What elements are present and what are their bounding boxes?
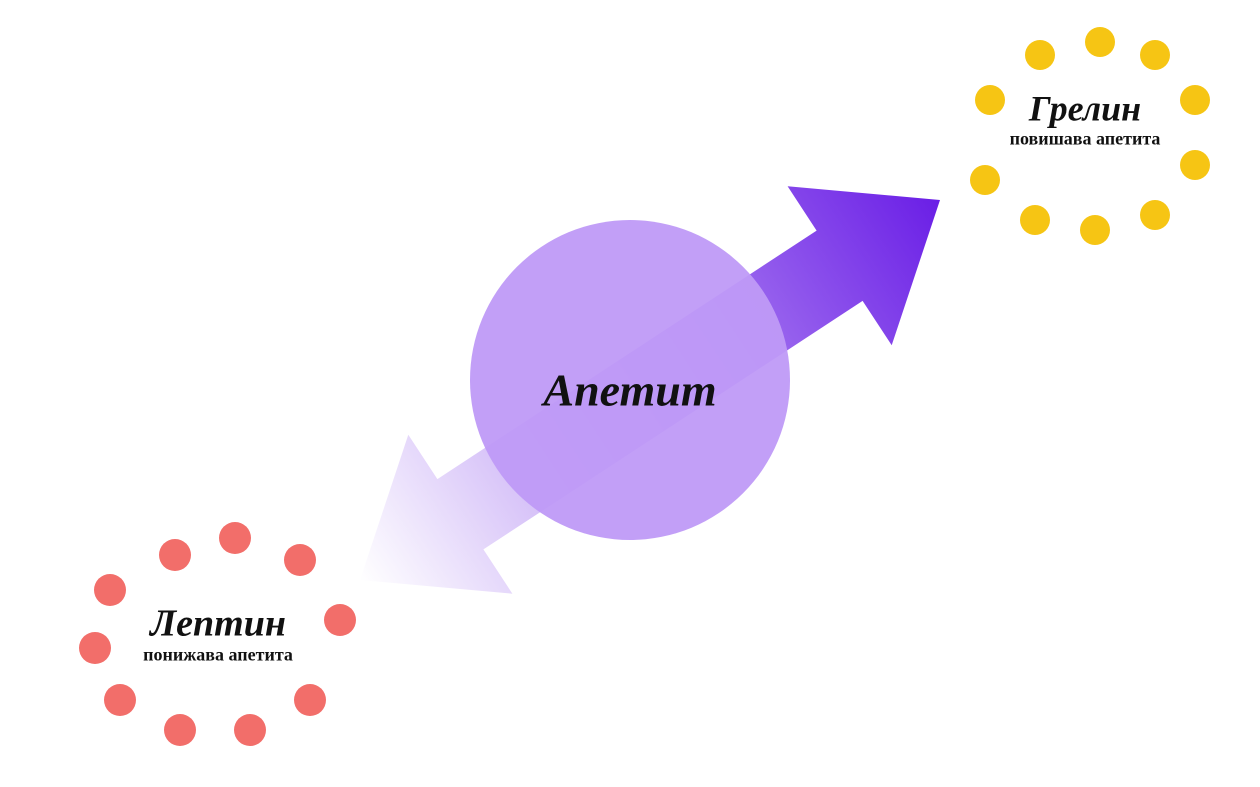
dot <box>1085 27 1115 57</box>
dot <box>1140 200 1170 230</box>
dot <box>104 684 136 716</box>
dot <box>164 714 196 746</box>
dot <box>1180 150 1210 180</box>
dot <box>1180 85 1210 115</box>
dot <box>284 544 316 576</box>
dot <box>324 604 356 636</box>
dot <box>219 522 251 554</box>
dot <box>79 632 111 664</box>
ghrelin-dot-cluster <box>970 27 1210 245</box>
dot <box>1020 205 1050 235</box>
dot <box>159 539 191 571</box>
dot <box>1080 215 1110 245</box>
leptin-dot-cluster <box>79 522 356 746</box>
dot <box>1140 40 1170 70</box>
dot <box>234 714 266 746</box>
dot <box>1025 40 1055 70</box>
dot <box>970 165 1000 195</box>
appetite-label: Апетит <box>543 364 716 417</box>
dot <box>975 85 1005 115</box>
dot <box>94 574 126 606</box>
dot <box>294 684 326 716</box>
diagram-stage: Апетит Лептин понижава апетита Грелин по… <box>0 0 1260 787</box>
